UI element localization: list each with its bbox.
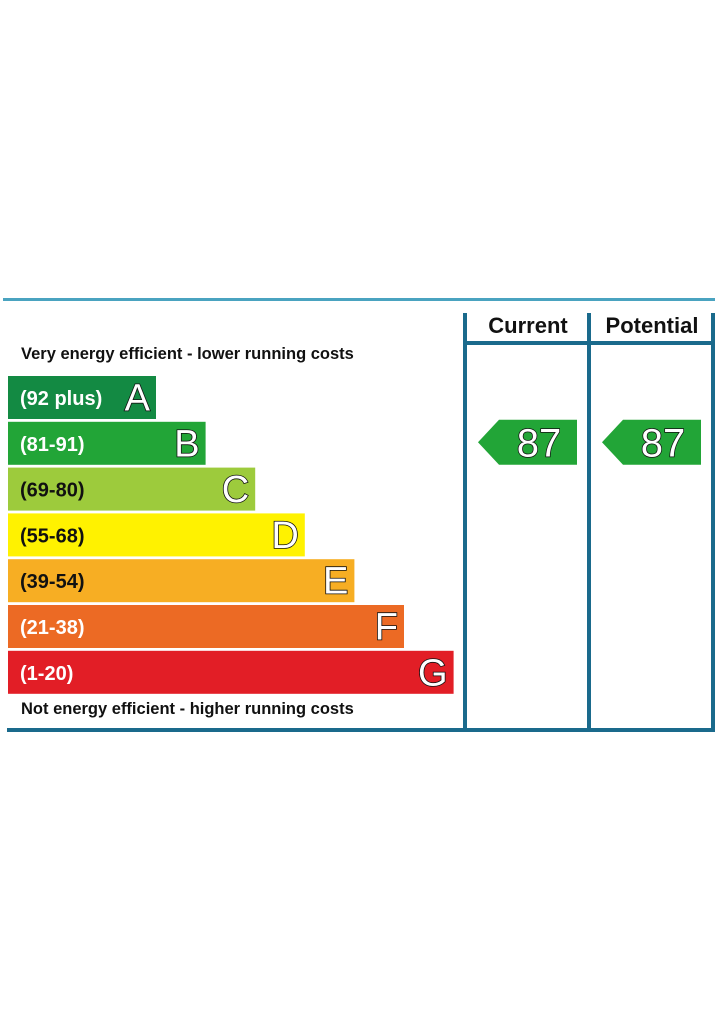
band-a: (92 plus) A bbox=[8, 376, 156, 420]
divider-middle bbox=[587, 313, 591, 732]
chart-frame bbox=[3, 298, 715, 732]
rating-value: 87 bbox=[641, 421, 686, 465]
band-letter: E bbox=[323, 561, 348, 603]
band-f: (21-38) F bbox=[8, 605, 404, 649]
divider-right bbox=[711, 313, 715, 732]
band-e: (39-54) E bbox=[8, 559, 355, 604]
rating-marker-potential: 87 bbox=[602, 419, 701, 466]
band-bar-e bbox=[8, 559, 355, 603]
rating-arrow bbox=[602, 419, 701, 465]
rating-value: 87 bbox=[517, 421, 562, 465]
bottom-note: Not energy efficient - higher running co… bbox=[21, 700, 354, 718]
band-range-label: (39-54) bbox=[20, 571, 84, 593]
top-note: Very energy efficient - lower running co… bbox=[21, 345, 354, 363]
band-range-label: (1-20) bbox=[20, 663, 73, 685]
band-letter: B bbox=[174, 423, 199, 465]
divider-left bbox=[463, 313, 467, 732]
band-bar-g bbox=[8, 650, 454, 694]
rating-bands: (92 plus) A(81-91) B(69-80) C(55-68) D(39-54… bbox=[8, 376, 454, 695]
column-header-current: Current bbox=[488, 313, 568, 338]
band-c: (69-80) C bbox=[8, 467, 256, 512]
band-letter: C bbox=[222, 469, 249, 511]
band-range-label: (69-80) bbox=[20, 480, 84, 502]
band-bar-f bbox=[8, 605, 404, 648]
bottom-rule bbox=[7, 728, 715, 732]
band-letter: F bbox=[375, 607, 398, 649]
column-header-potential: Potential bbox=[605, 313, 699, 338]
rating-markers: 87 87 bbox=[478, 419, 701, 466]
header-rule bbox=[463, 341, 715, 345]
top-rule bbox=[3, 298, 715, 301]
band-letter: G bbox=[418, 652, 448, 694]
band-g: (1-20) G bbox=[8, 650, 454, 695]
band-bar-c bbox=[8, 467, 256, 511]
rating-arrow bbox=[478, 419, 577, 465]
band-range-label: (21-38) bbox=[20, 617, 84, 639]
band-letter: A bbox=[125, 378, 151, 420]
rating-marker-current: 87 bbox=[478, 419, 577, 466]
band-bar-d bbox=[8, 513, 305, 557]
band-b: (81-91) B bbox=[8, 421, 206, 466]
band-range-label: (55-68) bbox=[20, 525, 84, 547]
band-bar-b bbox=[8, 421, 206, 465]
band-range-label: (92 plus) bbox=[20, 388, 102, 410]
band-range-label: (81-91) bbox=[20, 434, 84, 456]
band-bar-a bbox=[8, 376, 156, 419]
band-d: (55-68) D bbox=[8, 513, 305, 558]
band-letter: D bbox=[271, 515, 298, 557]
